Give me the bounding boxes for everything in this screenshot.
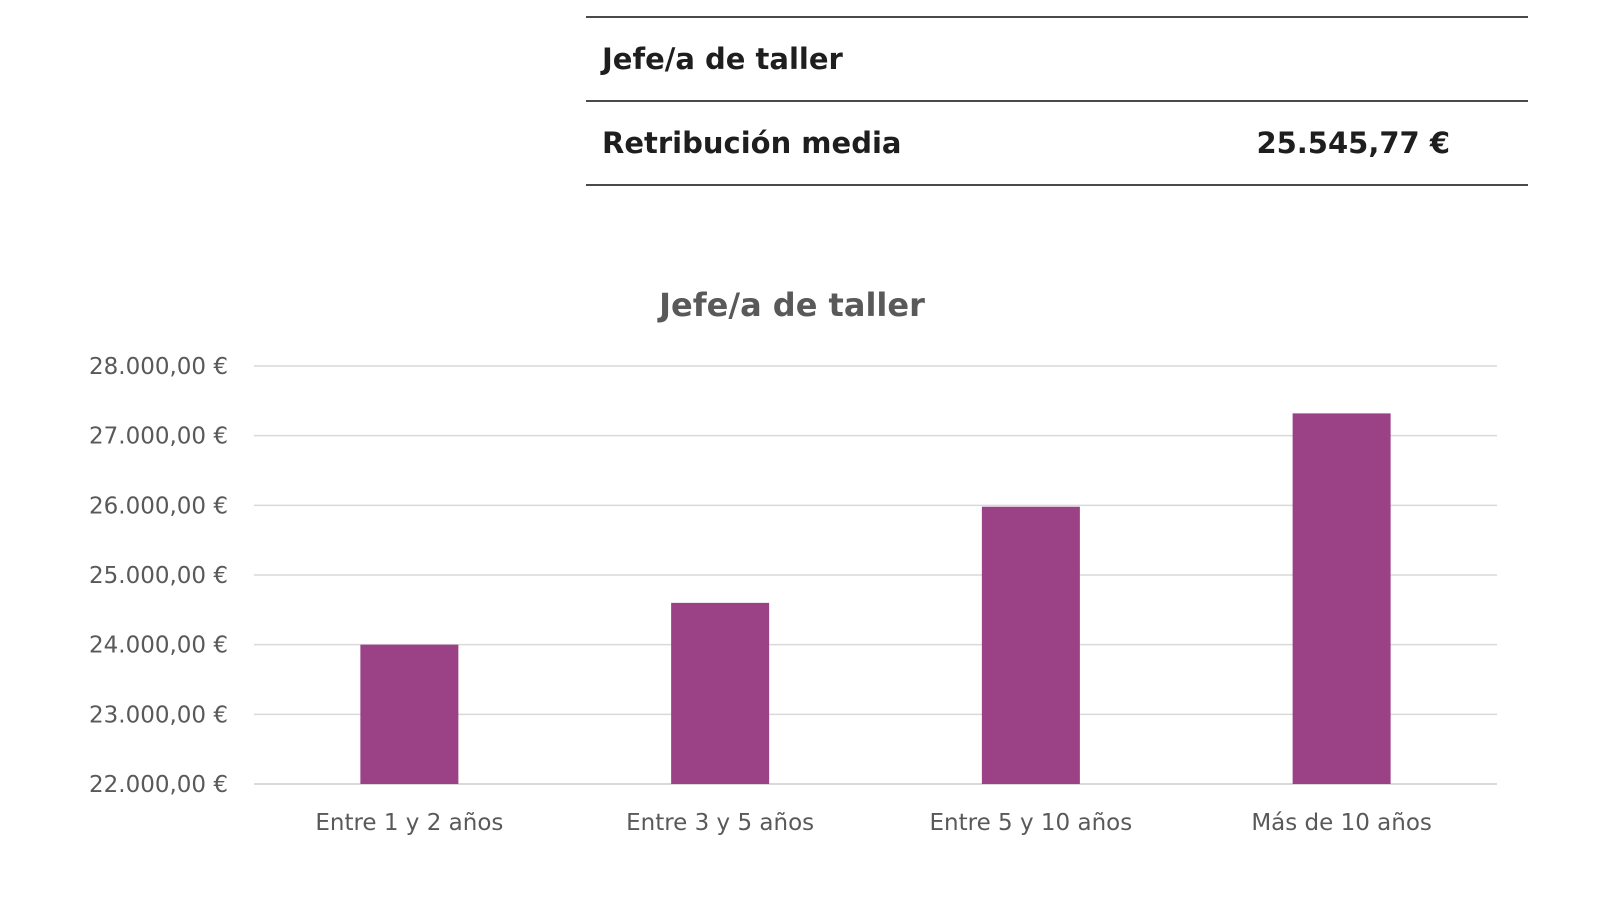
bar xyxy=(360,644,459,784)
y-tick-label: 23.000,00 € xyxy=(89,702,228,728)
x-axis-labels: Entre 1 y 2 años Entre 3 y 5 años Entre 5 … xyxy=(315,810,1432,836)
y-tick-label: 22.000,00 € xyxy=(89,772,228,798)
y-tick-label: 25.000,00 € xyxy=(89,563,228,589)
chart-title: Jefe/a de taller xyxy=(657,286,925,324)
metric-value: 25.545,77 € xyxy=(1256,126,1450,160)
summary-title-row: Jefe/a de taller xyxy=(586,18,1528,102)
bar xyxy=(981,506,1080,784)
x-category-label: Entre 3 y 5 años xyxy=(626,810,814,836)
bars xyxy=(360,413,1391,784)
y-tick-label: 27.000,00 € xyxy=(89,424,228,450)
bar xyxy=(671,602,770,784)
gridlines xyxy=(254,365,1497,785)
summary-metric-row: Retribución media 25.545,77 € xyxy=(586,102,1528,186)
x-category-label: Entre 1 y 2 años xyxy=(315,810,503,836)
y-tick-label: 28.000,00 € xyxy=(89,354,228,380)
summary-table: Jefe/a de taller Retribución media 25.54… xyxy=(586,16,1528,186)
job-title: Jefe/a de taller xyxy=(602,42,843,76)
y-tick-label: 26.000,00 € xyxy=(89,493,228,519)
x-category-label: Entre 5 y 10 años xyxy=(930,810,1133,836)
y-tick-label: 24.000,00 € xyxy=(89,633,228,659)
x-category-label: Más de 10 años xyxy=(1251,810,1432,836)
bar xyxy=(1292,413,1391,784)
metric-label: Retribución media xyxy=(602,126,902,160)
y-axis-ticks: 22.000,00 € 23.000,00 € 24.000,00 € 25.000,… xyxy=(89,354,228,798)
salary-bar-chart: Jefe/a de taller 22.000,00 €23.000,00 €2… xyxy=(89,286,1497,836)
